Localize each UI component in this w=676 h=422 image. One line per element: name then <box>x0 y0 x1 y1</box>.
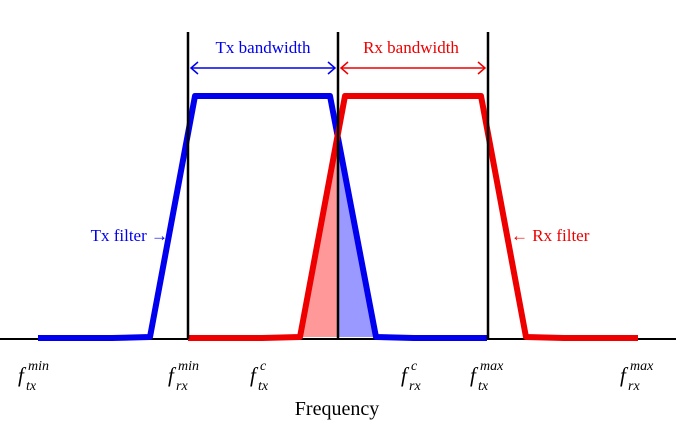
tick-superscript: c <box>260 359 267 374</box>
rx-bandwidth-label: Rx bandwidth <box>363 38 459 57</box>
tick-base: f <box>168 363 177 387</box>
tick-superscript: c <box>411 359 418 374</box>
tick-superscript: min <box>28 359 49 374</box>
tick-base: f <box>470 363 479 387</box>
rx-filter-label: ← Rx filter <box>511 226 590 245</box>
tick-subscript: tx <box>258 379 269 394</box>
tick-base: f <box>620 363 629 387</box>
tick-label-f-tx-max: f max tx <box>470 359 504 394</box>
rx-bandwidth-arrow <box>339 61 487 75</box>
x-axis-title: Frequency <box>295 398 379 420</box>
tick-label-f-tx-c: f c tx <box>250 359 269 394</box>
tick-subscript: rx <box>628 379 640 394</box>
tick-subscript: rx <box>176 379 188 394</box>
tick-label-f-rx-c: f c rx <box>401 359 421 394</box>
tick-base: f <box>18 363 27 387</box>
tick-superscript: max <box>630 359 654 374</box>
tick-label-f-rx-max: f max rx <box>620 359 654 394</box>
tick-subscript: tx <box>26 379 37 394</box>
rx-filter-curve <box>188 93 638 341</box>
tick-subscript: tx <box>478 379 489 394</box>
tick-superscript: min <box>178 359 199 374</box>
tx-bandwidth-arrow <box>189 61 337 75</box>
tick-subscript: rx <box>409 379 421 394</box>
tx-filter-curve <box>38 93 487 341</box>
tick-superscript: max <box>480 359 504 374</box>
tick-base: f <box>401 363 410 387</box>
tx-filter-label: Tx filter → <box>91 226 168 245</box>
tx-bandwidth-label: Tx bandwidth <box>216 38 311 57</box>
tick-base: f <box>250 363 259 387</box>
tick-label-f-rx-min: f min rx <box>168 359 199 394</box>
tick-label-f-tx-min: f min tx <box>18 359 49 394</box>
